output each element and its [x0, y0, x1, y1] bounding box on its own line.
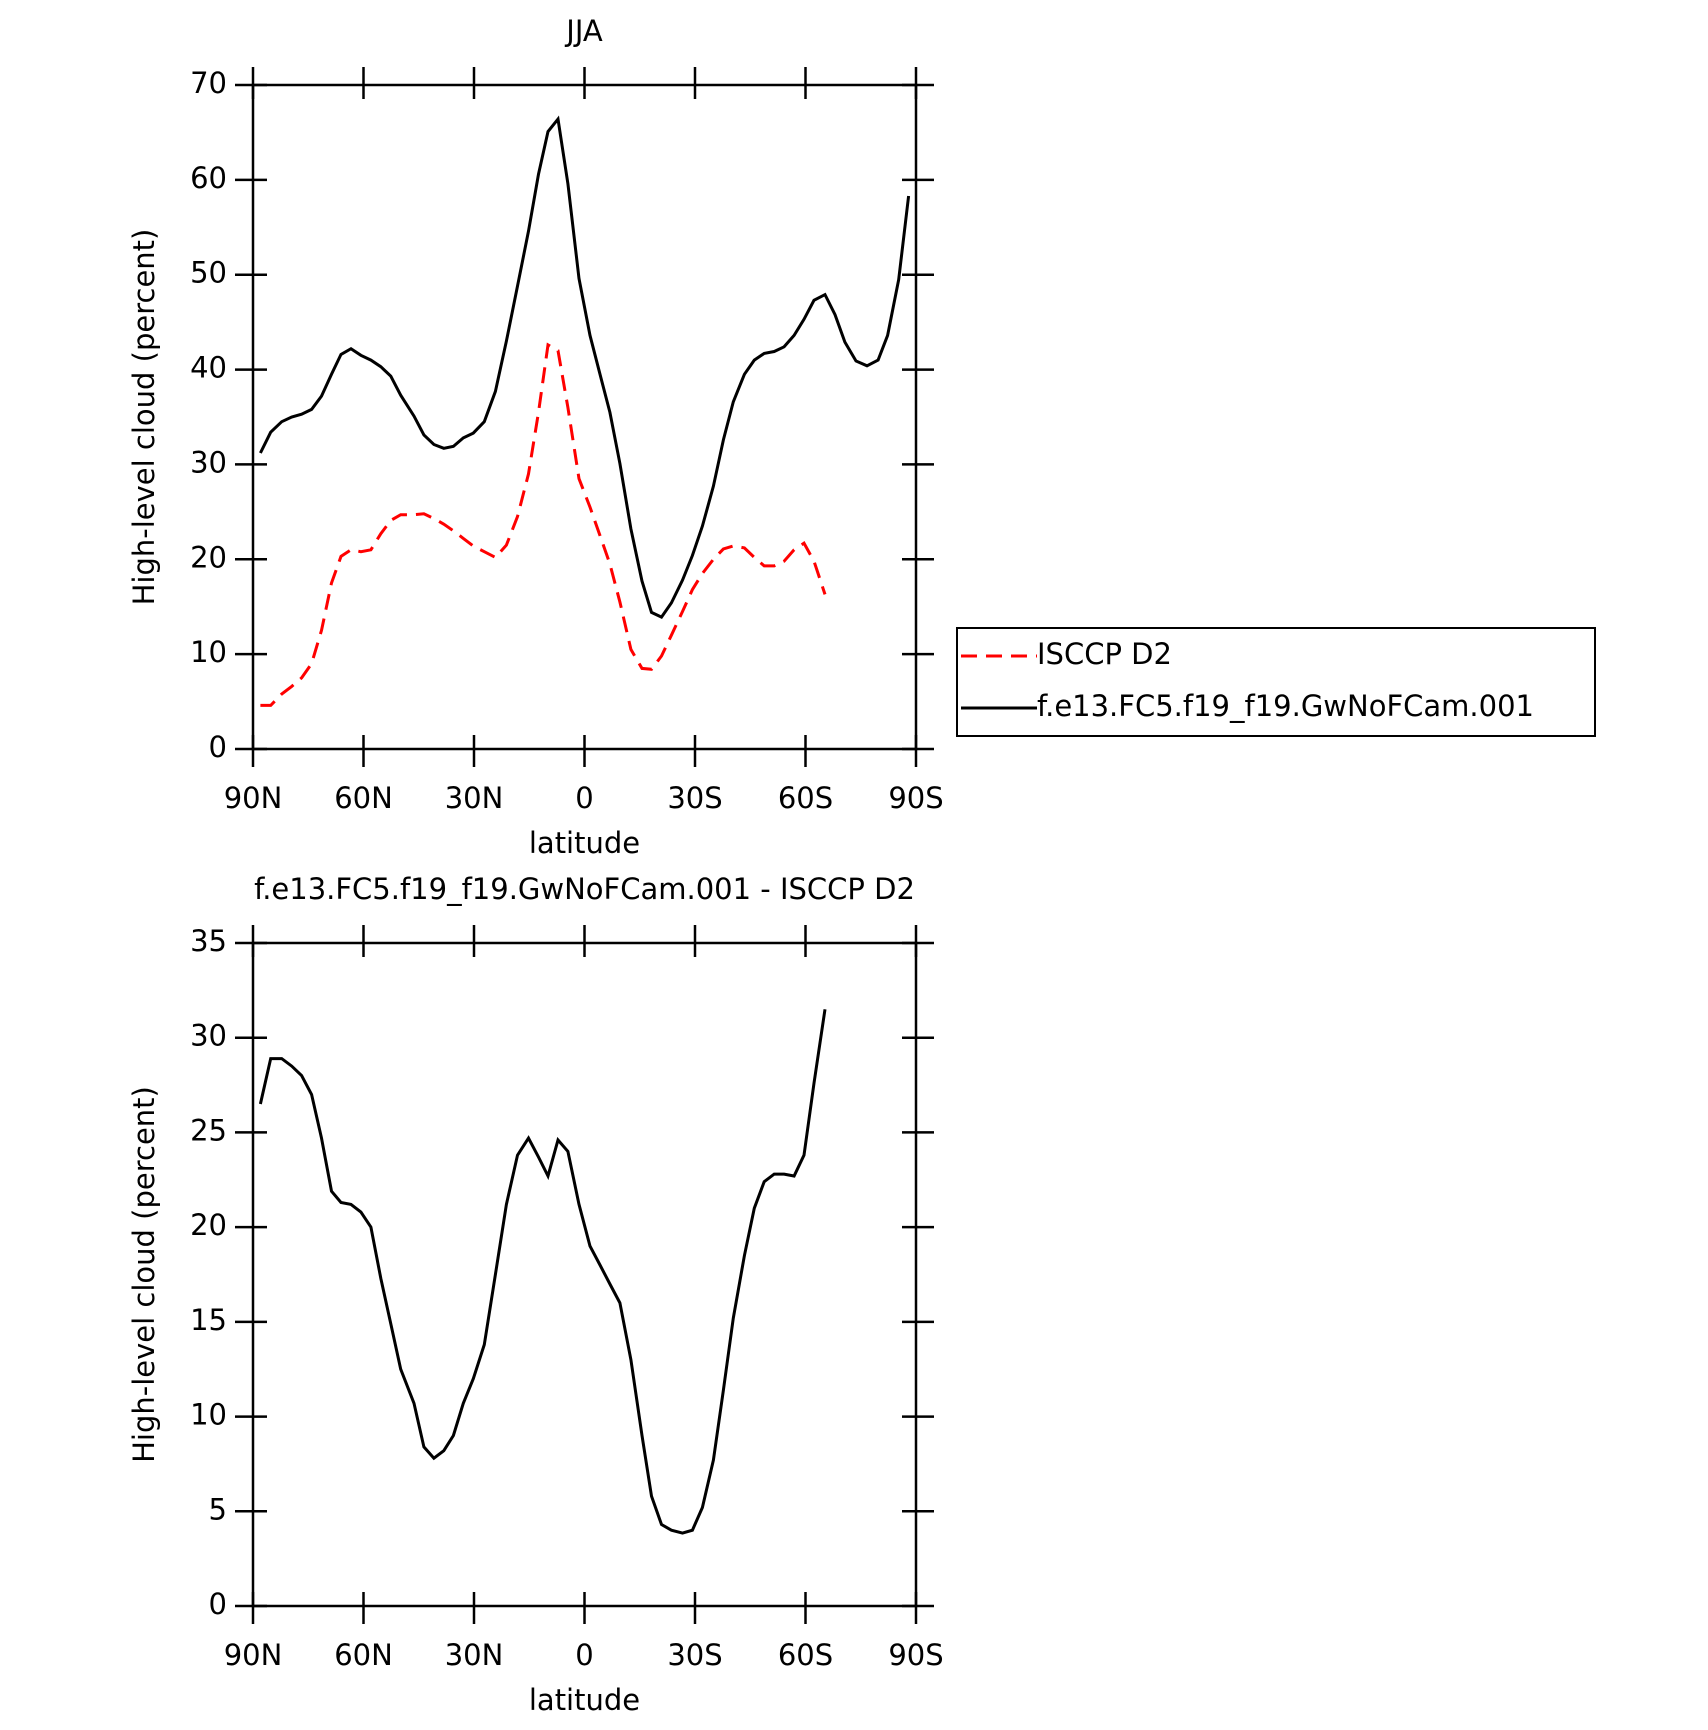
y-axis-label: High-level cloud (percent) — [127, 1086, 161, 1463]
x-tick-label: 90S — [888, 781, 943, 815]
series-line — [259, 115, 911, 619]
y-tick-label: 10 — [190, 635, 227, 669]
plot-frame — [251, 83, 918, 751]
x-tick-label: 0 — [575, 781, 593, 815]
legend-box — [956, 627, 1596, 737]
y-tick-label: 40 — [190, 351, 227, 385]
x-tick-label: 60N — [334, 1638, 393, 1672]
x-axis-label: latitude — [529, 1683, 640, 1717]
chart-title: JJA — [564, 14, 603, 48]
y-axis-label: High-level cloud (percent) — [127, 229, 161, 606]
legend-label: f.e13.FC5.f19_f19.GwNoFCam.001 — [1037, 689, 1534, 723]
x-tick-label: 60N — [334, 781, 393, 815]
x-tick-label: 30N — [445, 781, 504, 815]
y-tick-label: 35 — [190, 924, 227, 958]
y-tick-label: 20 — [190, 1208, 227, 1242]
y-tick-label: 15 — [190, 1303, 227, 1337]
y-tick-label: 5 — [209, 1492, 227, 1526]
plot-frame — [251, 941, 918, 1608]
series-line — [258, 1009, 827, 1535]
x-tick-label: 90N — [224, 781, 283, 815]
series-line — [260, 342, 827, 707]
x-tick-label: 90S — [888, 1638, 943, 1672]
x-tick-label: 30S — [667, 781, 722, 815]
y-tick-label: 0 — [209, 730, 227, 764]
y-tick-label: 30 — [190, 1019, 227, 1053]
x-tick-label: 60S — [778, 1638, 833, 1672]
x-tick-label: 30S — [667, 1638, 722, 1672]
x-tick-label: 90N — [224, 1638, 283, 1672]
y-tick-label: 25 — [190, 1113, 227, 1147]
y-tick-label: 70 — [190, 66, 227, 100]
y-tick-label: 10 — [190, 1398, 227, 1432]
x-tick-label: 60S — [778, 781, 833, 815]
legend-label: ISCCP D2 — [1037, 637, 1172, 671]
x-tick-label: 0 — [575, 1638, 593, 1672]
y-tick-label: 50 — [190, 256, 227, 290]
y-tick-label: 0 — [209, 1587, 227, 1621]
x-axis-label: latitude — [529, 826, 640, 860]
chart-title: f.e13.FC5.f19_f19.GwNoFCam.001 - ISCCP D… — [254, 872, 915, 906]
y-tick-label: 60 — [190, 161, 227, 195]
y-tick-label: 30 — [190, 445, 227, 479]
x-tick-label: 30N — [445, 1638, 504, 1672]
y-tick-label: 20 — [190, 540, 227, 574]
